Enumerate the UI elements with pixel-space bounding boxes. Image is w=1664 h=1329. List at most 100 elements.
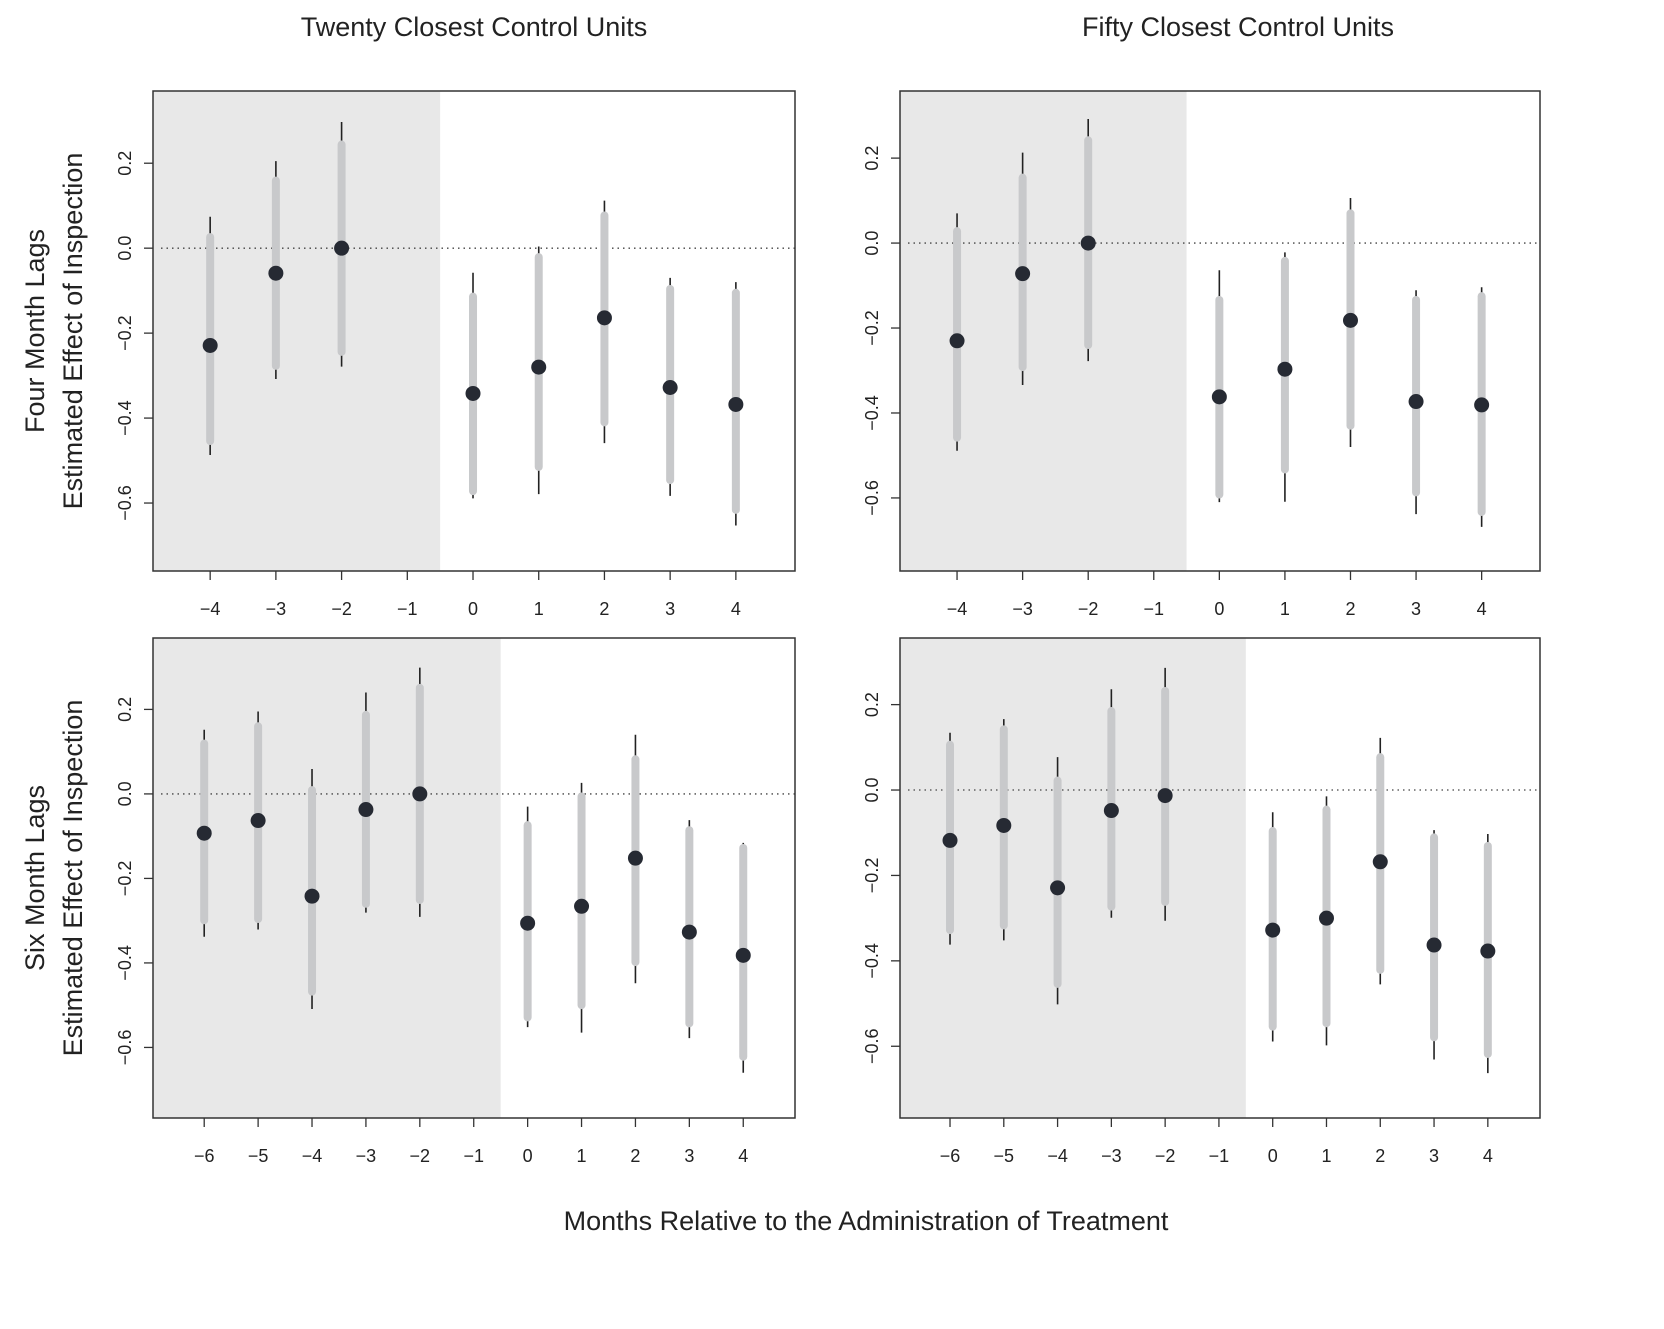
pre-treatment-shade [900, 638, 1246, 1118]
x-tick-label: 2 [1345, 599, 1355, 619]
x-tick-label: 4 [1483, 1146, 1493, 1166]
point-estimate [1426, 937, 1442, 953]
x-tick-label: −6 [194, 1146, 215, 1166]
y-tick-label: 0.2 [862, 692, 882, 717]
y-tick-label: 0.2 [115, 151, 135, 176]
point-estimate [196, 825, 212, 841]
point-estimate [996, 817, 1012, 833]
ylabel-bottom: Estimated Effect of Inspection [58, 700, 88, 1057]
point-estimate [681, 924, 697, 940]
y-tick-label: 0.0 [862, 778, 882, 803]
panel-1: −4 −3 −2 −1 0 1 2 3 4 0.2 0.0 −0.2 −0.4 −0.6 [115, 90, 796, 619]
point-estimate [949, 333, 965, 349]
x-tick-label: −3 [1012, 599, 1033, 619]
point-estimate [735, 947, 751, 963]
x-tick-label: 1 [577, 1146, 587, 1166]
x-tick-label: 4 [738, 1146, 748, 1166]
point-estimate [574, 898, 590, 914]
x-tick-label: −2 [1155, 1146, 1176, 1166]
x-tick-label: −2 [1078, 599, 1099, 619]
point-estimate [1480, 943, 1496, 959]
x-tick-label: −2 [410, 1146, 431, 1166]
x-tick-label: 4 [731, 599, 741, 619]
point-estimate [1211, 389, 1227, 405]
x-tick-label: 0 [468, 599, 478, 619]
row-label-four-month: Four Month Lags [20, 229, 50, 433]
point-estimate [304, 888, 320, 904]
pre-treatment-shade [153, 638, 501, 1118]
y-tick-label: 0.2 [862, 146, 882, 171]
pre-treatment-shade [153, 91, 441, 571]
x-tick-label: −4 [947, 599, 968, 619]
x-tick-label: −1 [1144, 599, 1165, 619]
point-estimate [1157, 788, 1173, 804]
point-estimate [1342, 312, 1358, 328]
x-tick-label: −1 [463, 1146, 484, 1166]
x-tick-label: −5 [994, 1146, 1015, 1166]
y-tick-label: −0.4 [115, 400, 135, 436]
y-tick-label: −0.2 [862, 310, 882, 346]
point-estimate [334, 240, 350, 256]
point-estimate [1372, 854, 1388, 870]
x-tick-label: −1 [397, 599, 418, 619]
x-tick-label: −3 [1101, 1146, 1122, 1166]
ylabel-top: Estimated Effect of Inspection [58, 153, 88, 510]
point-estimate [1080, 235, 1096, 251]
x-tick-label: 1 [1321, 1146, 1331, 1166]
x-tick-label: −2 [331, 599, 352, 619]
y-tick-label: −0.6 [115, 485, 135, 521]
point-estimate [358, 802, 374, 818]
point-estimate [412, 786, 428, 802]
x-tick-label: −3 [356, 1146, 377, 1166]
point-estimate [250, 813, 266, 829]
x-tick-label: 2 [599, 599, 609, 619]
y-tick-label: 0.0 [115, 236, 135, 261]
x-tick-label: 0 [1214, 599, 1224, 619]
x-axis-label: Months Relative to the Administration of… [564, 1206, 1169, 1236]
y-tick-label: −0.4 [115, 945, 135, 981]
x-tick-label: −5 [248, 1146, 269, 1166]
pre-treatment-shade [900, 91, 1187, 571]
x-tick-label: −4 [302, 1146, 323, 1166]
y-tick-label: −0.2 [862, 858, 882, 894]
point-estimate [531, 359, 547, 375]
point-estimate [1408, 394, 1424, 410]
plot-frame [152, 90, 796, 572]
y-tick-label: −0.2 [115, 315, 135, 351]
y-tick-label: −0.6 [115, 1030, 135, 1066]
point-estimate [662, 379, 678, 395]
y-tick-label: −0.2 [115, 861, 135, 897]
x-tick-label: 1 [534, 599, 544, 619]
point-estimate [268, 265, 284, 281]
col-title-twenty: Twenty Closest Control Units [301, 12, 648, 42]
point-estimate [1103, 803, 1119, 819]
panel-4: −6 −5 −4 −3 −2 −1 0 1 2 3 4 0.2 0.0 −0.2 −0.4 −0.6 [862, 637, 1541, 1166]
x-tick-label: −1 [1209, 1146, 1230, 1166]
y-tick-label: −0.4 [862, 943, 882, 979]
y-tick-label: −0.4 [862, 395, 882, 431]
panel-3: −6 −5 −4 −3 −2 −1 0 1 2 3 4 0.2 0.0 −0.2 −0.4 −0.6 [115, 637, 796, 1166]
y-tick-label: −0.6 [862, 1028, 882, 1064]
y-tick-label: 0.0 [862, 231, 882, 256]
x-tick-label: 3 [665, 599, 675, 619]
x-tick-label: 3 [1429, 1146, 1439, 1166]
point-estimate [1050, 880, 1066, 896]
point-estimate [942, 832, 958, 848]
point-estimate [1318, 910, 1334, 926]
x-tick-label: −3 [266, 599, 287, 619]
x-tick-label: −4 [1047, 1146, 1068, 1166]
x-tick-label: −4 [200, 599, 221, 619]
plot-frame [899, 637, 1541, 1119]
x-tick-label: 0 [1268, 1146, 1278, 1166]
point-estimate [596, 310, 612, 326]
x-tick-label: 3 [1411, 599, 1421, 619]
y-tick-label: −0.6 [862, 480, 882, 516]
point-estimate [728, 396, 744, 412]
point-estimate [1265, 922, 1281, 938]
x-tick-label: 3 [684, 1146, 694, 1166]
plot-frame [899, 90, 1541, 572]
x-tick-label: 2 [1375, 1146, 1385, 1166]
x-tick-label: 0 [523, 1146, 533, 1166]
x-tick-label: −6 [940, 1146, 961, 1166]
x-tick-label: 4 [1477, 599, 1487, 619]
